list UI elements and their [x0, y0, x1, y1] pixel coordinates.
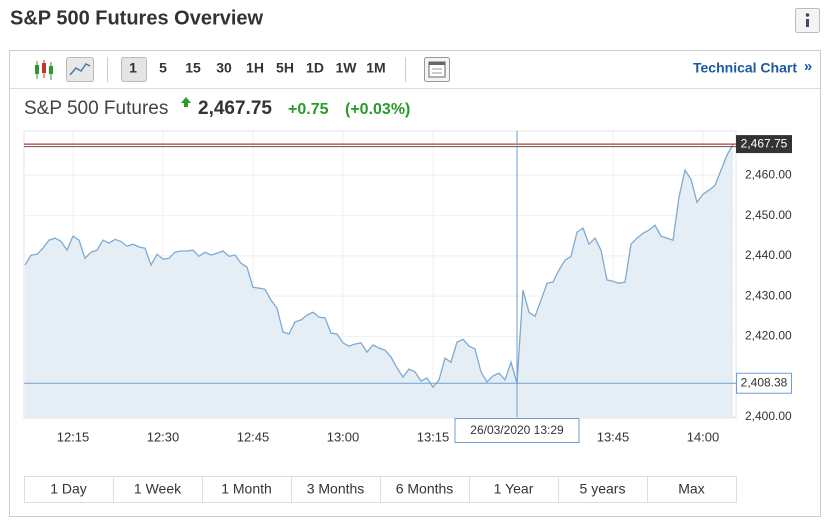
crosshair-time-text: 26/03/2020 13:29 [470, 423, 564, 437]
page-title: S&P 500 Futures Overview [10, 7, 264, 29]
interval-button[interactable]: 1D [306, 60, 324, 76]
range-label[interactable]: 1 Day [50, 481, 87, 497]
y-tick-label: 2,430.00 [745, 288, 792, 302]
interval-button[interactable]: 15 [185, 60, 201, 76]
x-tick-label: 13:45 [597, 429, 630, 444]
range-label[interactable]: 5 years [580, 481, 626, 497]
interval-button[interactable]: 1M [366, 60, 385, 76]
crosshair-time-tag [454, 418, 580, 443]
y-tick-label: 2,420.00 [745, 329, 792, 343]
range-label[interactable]: 1 Week [134, 481, 182, 497]
last-price-tag-text: 2,467.75 [741, 136, 788, 150]
range-button[interactable] [24, 476, 114, 503]
up-arrow [184, 103, 188, 107]
range-button[interactable] [647, 476, 737, 503]
line-icon[interactable] [66, 57, 94, 82]
crosshair-value-text: 2,408.38 [741, 375, 788, 389]
x-tick-label: 14:00 [687, 429, 720, 444]
x-tick-label: 13:15 [417, 429, 450, 444]
candle-icon[interactable] [30, 58, 58, 82]
range-button[interactable] [380, 476, 470, 503]
range-button[interactable] [558, 476, 648, 503]
last-price: 2,467.75 [198, 98, 272, 119]
interval-button[interactable]: 1H [246, 60, 264, 76]
x-tick-label: 12:30 [147, 429, 180, 444]
interval-button[interactable]: 5H [276, 60, 294, 76]
y-tick-label: 2,460.00 [745, 167, 792, 181]
percent-change: (+0.03%) [345, 101, 410, 118]
range-label[interactable]: Max [678, 481, 704, 497]
range-button[interactable] [469, 476, 559, 503]
interval-button[interactable]: 30 [216, 60, 232, 76]
range-label[interactable]: 3 Months [307, 481, 365, 497]
range-label[interactable]: 1 Year [494, 481, 534, 497]
area-fill [25, 144, 733, 417]
range-label[interactable]: 1 Month [221, 481, 272, 497]
x-tick-label: 13:00 [327, 429, 360, 444]
range-button[interactable] [202, 476, 292, 503]
y-tick-label: 2,440.00 [745, 248, 792, 262]
range-label[interactable]: 6 Months [396, 481, 454, 497]
instrument-name: S&P 500 Futures [24, 98, 168, 119]
up-arrow [181, 97, 191, 103]
y-tick-label: 2,400.00 [745, 409, 792, 423]
price-change: +0.75 [288, 101, 329, 118]
range-button[interactable] [113, 476, 203, 503]
last-price-tag [736, 135, 792, 154]
info-button[interactable] [795, 8, 820, 33]
x-tick-label: 12:15 [57, 429, 90, 444]
technical-chart-arrow[interactable]: » [804, 58, 812, 75]
interval-selected [121, 57, 147, 82]
crosshair-value-tag [736, 372, 792, 394]
x-tick-label: 12:45 [237, 429, 270, 444]
technical-chart-link[interactable]: Technical Chart [693, 60, 797, 76]
price-line [24, 143, 734, 389]
range-button[interactable] [291, 476, 381, 503]
calendar-icon[interactable] [424, 57, 450, 82]
y-tick-label: 2,450.00 [745, 208, 792, 222]
interval-button[interactable]: 1W [336, 60, 358, 76]
interval-button[interactable]: 5 [159, 60, 167, 76]
interval-button[interactable]: 1 [129, 60, 137, 76]
